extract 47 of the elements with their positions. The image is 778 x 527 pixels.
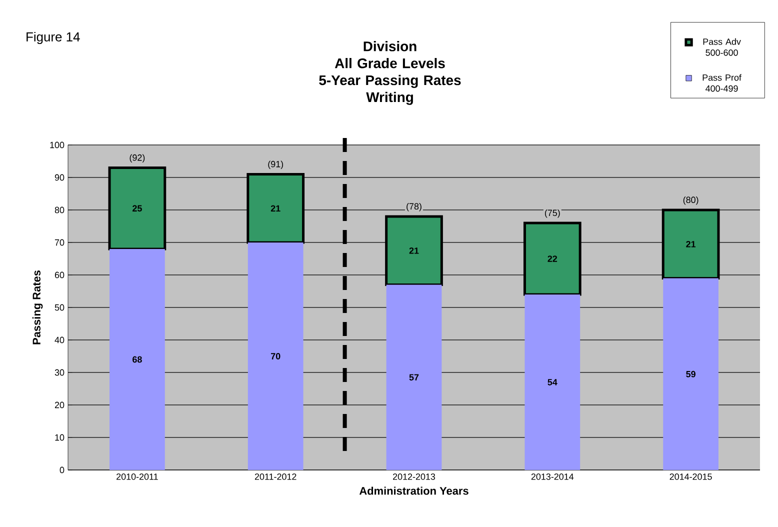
bar	[663, 278, 718, 470]
legend-label: Pass Adv 500-600	[703, 38, 741, 56]
total-label: (78)	[406, 202, 422, 212]
total-label: (75)	[544, 209, 560, 218]
bar	[662, 208, 720, 280]
bar	[248, 242, 304, 470]
x-tick-label: 2013-2014	[531, 474, 574, 480]
data-label: 68	[132, 356, 142, 363]
y-axis-title: Passing Rates	[32, 270, 43, 344]
data-label: 57	[409, 374, 419, 380]
data-label: 70	[271, 353, 280, 360]
data-label: 21	[270, 205, 280, 212]
y-tick-label: 90	[54, 174, 64, 181]
x-tick-label: 2012-2013	[393, 474, 436, 480]
y-tick-label: 80	[54, 206, 64, 214]
data-label: 59	[686, 370, 696, 378]
x-axis-title: Administration Years	[359, 486, 468, 495]
y-tick-label: 20	[54, 402, 64, 408]
data-label: 21	[409, 247, 419, 254]
data-label: 25	[132, 205, 142, 212]
x-tick-label: 2011-2012	[254, 474, 296, 480]
bar	[246, 172, 305, 244]
bar	[110, 248, 165, 470]
data-label: 22	[548, 256, 558, 262]
bar	[524, 294, 580, 470]
bar	[385, 215, 443, 286]
y-tick-label: 30	[54, 369, 64, 376]
y-tick-label: 0	[60, 466, 64, 474]
legend-label: Pass Prof 400-499	[702, 74, 742, 92]
chart-title: Division All Grade Levels 5-Year Passing Rates Writing	[319, 41, 461, 105]
y-tick-label: 60	[54, 272, 64, 278]
caption: Figure 14	[26, 32, 80, 44]
data-label: 21	[686, 240, 696, 248]
total-label: (92)	[130, 154, 145, 163]
x-tick-label: 2014-2015	[670, 474, 712, 480]
data-label: 54	[548, 379, 558, 386]
y-tick-label: 70	[54, 239, 64, 246]
bar	[108, 166, 166, 250]
total-label: (91)	[268, 160, 284, 170]
bar	[523, 222, 582, 296]
total-label: (80)	[683, 196, 698, 205]
y-tick-label: 10	[55, 434, 64, 441]
bar	[386, 284, 442, 470]
y-tick-label: 50	[54, 304, 64, 311]
x-tick-label: 2010-2011	[116, 474, 158, 480]
y-tick-label: 40	[54, 336, 64, 344]
y-tick-label: 100	[50, 142, 64, 148]
